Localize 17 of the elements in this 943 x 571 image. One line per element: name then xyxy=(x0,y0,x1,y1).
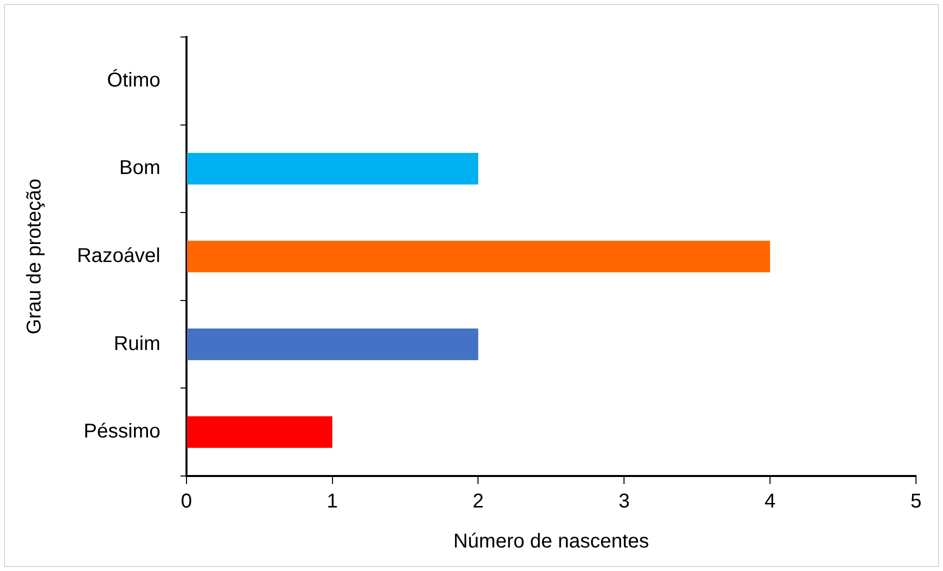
bar xyxy=(186,152,478,185)
x-axis-title: Número de nascentes xyxy=(453,530,650,553)
x-tick-label: 0 xyxy=(180,490,192,513)
x-tick-label: 2 xyxy=(472,490,484,513)
x-tick-label: 4 xyxy=(764,490,776,513)
y-tick-label: Ruim xyxy=(114,332,160,355)
x-tick-label: 5 xyxy=(910,490,922,513)
x-tick-label: 3 xyxy=(618,490,630,513)
bar xyxy=(186,416,332,448)
y-tick-label: Ótimo xyxy=(107,68,160,92)
bar xyxy=(186,328,478,360)
x-tick-label: 1 xyxy=(326,490,338,513)
y-tick-label: Razoável xyxy=(76,245,160,268)
bar xyxy=(186,240,770,272)
y-tick-label: Péssimo xyxy=(84,420,160,443)
y-axis-title: Grau de proteção xyxy=(24,178,46,334)
y-tick-label: Bom xyxy=(119,157,160,180)
